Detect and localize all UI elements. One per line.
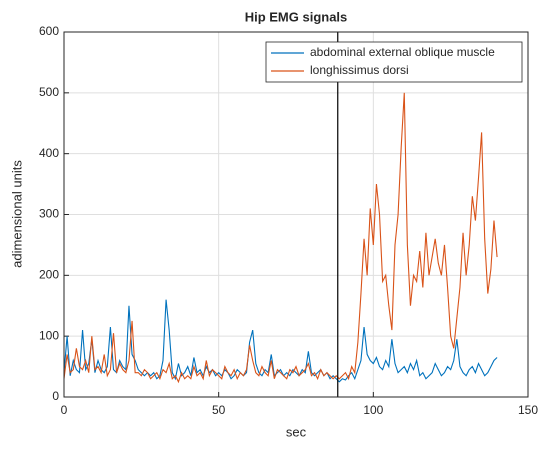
series-line bbox=[63, 299, 498, 383]
chart-title: Hip EMG signals bbox=[245, 9, 348, 24]
x-tick-label: 150 bbox=[518, 403, 538, 417]
series-line bbox=[63, 92, 498, 384]
y-tick-label: 200 bbox=[39, 268, 59, 282]
y-tick-label: 500 bbox=[39, 85, 59, 99]
x-axis-label: sec bbox=[286, 424, 307, 439]
legend-label: longhissimus dorsi bbox=[310, 63, 409, 77]
y-tick-label: 100 bbox=[39, 328, 59, 342]
axes-box bbox=[63, 31, 529, 398]
y-tick-label: 600 bbox=[39, 24, 59, 38]
x-tick-label: 50 bbox=[212, 403, 226, 417]
legend-label: abdominal external oblique muscle bbox=[310, 45, 495, 59]
y-axis-label: adimensional units bbox=[9, 160, 24, 268]
x-tick-label: 0 bbox=[61, 403, 68, 417]
legend-box bbox=[265, 41, 523, 83]
y-tick-label: 0 bbox=[52, 389, 59, 403]
x-tick-label: 100 bbox=[363, 403, 383, 417]
y-tick-label: 300 bbox=[39, 207, 59, 221]
y-tick-label: 400 bbox=[39, 146, 59, 160]
